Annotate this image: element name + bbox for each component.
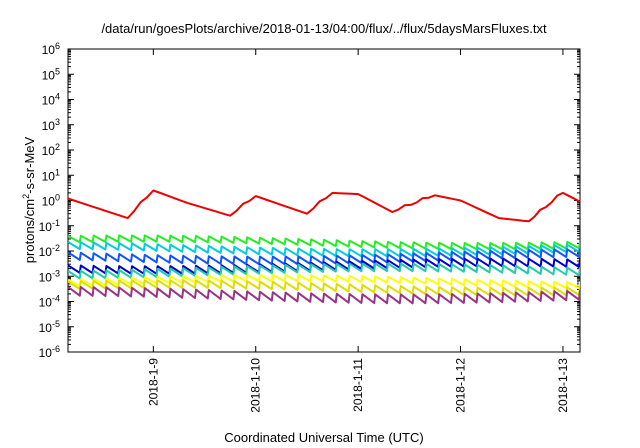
y-tick-label: 102 bbox=[42, 142, 60, 158]
y-tick-label: 10-1 bbox=[39, 218, 60, 234]
y-axis-label-exponent: 2 bbox=[21, 194, 31, 199]
series-line-5 bbox=[68, 262, 580, 280]
y-tick-label: 104 bbox=[42, 92, 60, 108]
series-line-1 bbox=[68, 234, 580, 251]
chart-title: /data/run/goesPlots/archive/2018-01-13/0… bbox=[101, 21, 547, 36]
series-line-3 bbox=[68, 248, 580, 266]
series-line-0 bbox=[68, 189, 580, 223]
y-tick-label: 100 bbox=[42, 193, 60, 209]
x-tick-label: 2018-1-10 bbox=[249, 358, 263, 413]
series-line-8 bbox=[68, 286, 580, 305]
x-tick-label: 2018-1-9 bbox=[146, 358, 160, 406]
y-tick-label: 105 bbox=[42, 66, 60, 82]
x-tick-label: 2018-1-11 bbox=[351, 358, 365, 412]
x-axis-label: Coordinated Universal Time (UTC) bbox=[224, 430, 423, 445]
y-tick-label: 10-3 bbox=[39, 268, 60, 284]
y-axis: 10-6 10-5 10-4 10-3 10-2 10-1 100 101 102 103 104 1… bbox=[39, 41, 580, 360]
x-tick-label: 2018-1-13 bbox=[556, 358, 570, 413]
y-axis-label-rest: -s-sr-MeV bbox=[22, 136, 37, 193]
y-axis-label: protons/cm2-s-sr-MeV bbox=[21, 136, 37, 263]
y-tick-label: 10-6 bbox=[39, 344, 60, 360]
y-tick-label: 106 bbox=[42, 41, 60, 57]
y-tick-label: 10-5 bbox=[39, 319, 60, 335]
series-layer bbox=[68, 189, 580, 305]
series-line-7 bbox=[68, 279, 580, 297]
y-axis-label-unit: protons/cm bbox=[22, 199, 37, 263]
y-tick-label: 103 bbox=[42, 117, 60, 133]
x-axis: 2018-1-9 2018-1-10 2018-1-11 2018-1-12 2018-… bbox=[146, 49, 570, 413]
y-tick-label: 101 bbox=[42, 167, 60, 183]
y-tick-label: 10-4 bbox=[39, 294, 60, 310]
x-tick-label: 2018-1-12 bbox=[454, 358, 468, 413]
plot-frame bbox=[67, 48, 581, 353]
y-tick-label: 10-2 bbox=[39, 243, 60, 259]
